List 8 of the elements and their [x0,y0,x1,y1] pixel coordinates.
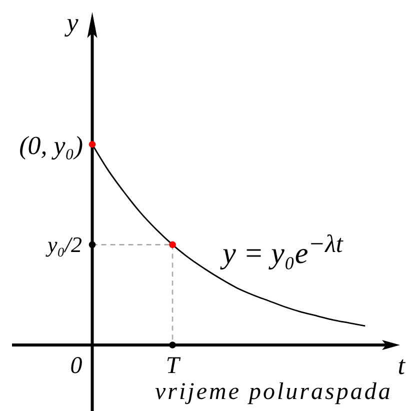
x-tick-label: T [166,353,181,379]
x-tick-label: 0 [70,353,82,379]
y-axis-title: y [66,8,78,38]
x-axis-title: t [398,351,405,381]
annotation: (0, y₀) [19,131,83,161]
series-label: y = y₀e$^{−λt}$ [222,230,343,272]
annotation: y₀/2 [47,231,82,259]
text: vrijeme poluraspada [155,378,392,407]
